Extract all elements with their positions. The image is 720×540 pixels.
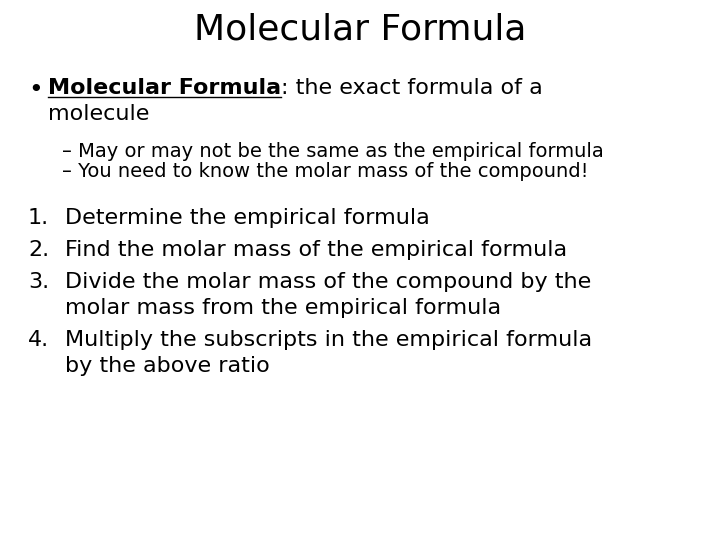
- Text: •: •: [28, 78, 42, 102]
- Text: by the above ratio: by the above ratio: [65, 356, 270, 376]
- Text: 1.: 1.: [28, 208, 49, 228]
- Text: 2.: 2.: [28, 240, 49, 260]
- Text: molar mass from the empirical formula: molar mass from the empirical formula: [65, 298, 501, 318]
- Text: – May or may not be the same as the empirical formula: – May or may not be the same as the empi…: [62, 142, 604, 161]
- Text: molecule: molecule: [48, 104, 149, 124]
- Text: Molecular Formula: Molecular Formula: [194, 12, 526, 46]
- Text: 4.: 4.: [28, 330, 49, 350]
- Text: – You need to know the molar mass of the compound!: – You need to know the molar mass of the…: [62, 162, 588, 181]
- Text: Find the molar mass of the empirical formula: Find the molar mass of the empirical for…: [65, 240, 567, 260]
- Text: Multiply the subscripts in the empirical formula: Multiply the subscripts in the empirical…: [65, 330, 592, 350]
- Text: Determine the empirical formula: Determine the empirical formula: [65, 208, 430, 228]
- Text: : the exact formula of a: : the exact formula of a: [281, 78, 543, 98]
- Text: 3.: 3.: [28, 272, 49, 292]
- Text: Divide the molar mass of the compound by the: Divide the molar mass of the compound by…: [65, 272, 591, 292]
- Text: Molecular Formula: Molecular Formula: [48, 78, 281, 98]
